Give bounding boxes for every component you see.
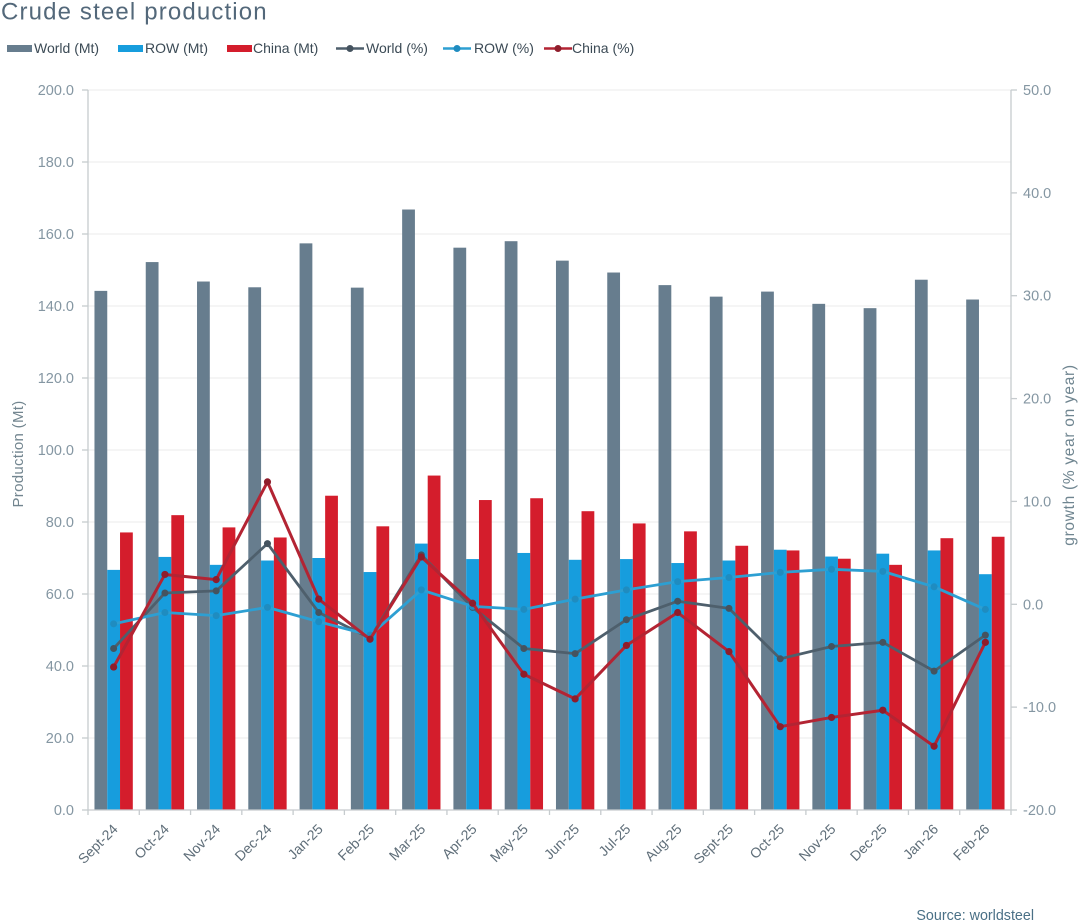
svg-text:0.0: 0.0 <box>54 803 74 819</box>
svg-text:80.0: 80.0 <box>46 515 74 531</box>
svg-text:China (%): China (%) <box>572 40 634 56</box>
svg-text:growth (% year on year): growth (% year on year) <box>1061 364 1078 546</box>
svg-text:20.0: 20.0 <box>1023 392 1051 408</box>
svg-text:50.0: 50.0 <box>1023 83 1051 99</box>
svg-text:ROW (%): ROW (%) <box>474 40 534 56</box>
svg-text:World (%): World (%) <box>366 40 428 56</box>
svg-text:160.0: 160.0 <box>38 227 74 243</box>
svg-text:140.0: 140.0 <box>38 299 74 315</box>
svg-text:40.0: 40.0 <box>46 659 74 675</box>
svg-text:World (Mt): World (Mt) <box>34 40 99 56</box>
svg-text:40.0: 40.0 <box>1023 186 1051 202</box>
svg-text:10.0: 10.0 <box>1023 494 1051 510</box>
svg-text:-20.0: -20.0 <box>1023 803 1056 819</box>
svg-text:20.0: 20.0 <box>46 731 74 747</box>
svg-text:Crude steel production: Crude steel production <box>1 0 268 26</box>
svg-text:Production (Mt): Production (Mt) <box>10 400 27 507</box>
svg-text:30.0: 30.0 <box>1023 289 1051 305</box>
svg-text:Source: worldsteel: Source: worldsteel <box>916 908 1034 923</box>
svg-text:200.0: 200.0 <box>38 83 74 99</box>
svg-text:100.0: 100.0 <box>38 443 74 459</box>
svg-text:-10.0: -10.0 <box>1023 700 1056 716</box>
svg-text:60.0: 60.0 <box>46 587 74 603</box>
svg-text:ROW (Mt): ROW (Mt) <box>145 40 208 56</box>
svg-text:180.0: 180.0 <box>38 155 74 171</box>
svg-text:China (Mt): China (Mt) <box>253 40 318 56</box>
svg-text:0.0: 0.0 <box>1023 597 1043 613</box>
svg-text:120.0: 120.0 <box>38 371 74 387</box>
